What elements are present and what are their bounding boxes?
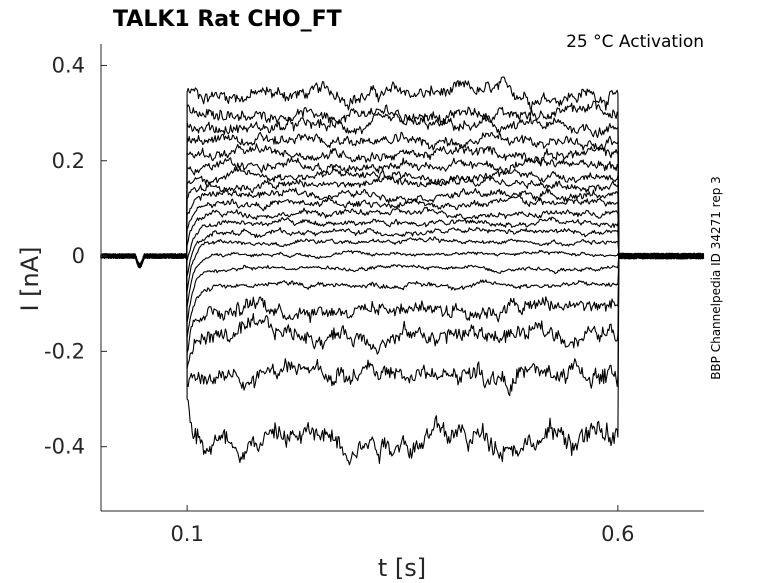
- condition-annotation: 25 °C Activation: [566, 32, 704, 52]
- y-ticks: 0.4 0.2 0 -0.2 -0.4: [44, 53, 107, 459]
- current-trace: [100, 206, 705, 269]
- chart-title: TALK1 Rat CHO_FT: [113, 7, 342, 32]
- current-trace: [100, 216, 705, 267]
- y-tick-label: -0.2: [44, 339, 85, 363]
- current-trace: [100, 249, 704, 308]
- current-trace: [100, 195, 705, 268]
- y-tick-label: 0.4: [52, 53, 85, 77]
- current-trace: [100, 76, 705, 267]
- current-trace: [100, 226, 705, 277]
- current-trace: [100, 252, 704, 354]
- current-trace: [100, 112, 704, 268]
- y-tick-label: 0: [72, 244, 85, 268]
- current-trace: [100, 187, 705, 267]
- current-trace: [100, 166, 705, 268]
- channelpedia-id-label: BBP Channelpedia ID 34271 rep 3: [709, 176, 723, 380]
- x-tick-label: 0.6: [601, 522, 634, 546]
- x-tick-label: 0.1: [170, 522, 203, 546]
- plot-area: [100, 76, 705, 466]
- y-tick-label: 0.2: [52, 149, 85, 173]
- x-ticks: 0.1 0.6: [170, 505, 635, 546]
- current-trace: [100, 252, 705, 323]
- current-trace: [100, 252, 705, 466]
- current-trace: [100, 143, 705, 266]
- current-trace: [100, 174, 705, 268]
- x-axis-label: t [s]: [378, 554, 426, 582]
- current-trace: [100, 100, 705, 267]
- y-tick-label: -0.4: [44, 435, 85, 459]
- current-trace: [100, 156, 705, 269]
- current-trace: [100, 252, 705, 339]
- current-trace: [100, 236, 705, 292]
- y-axis-label: I [nA]: [16, 246, 44, 311]
- current-traces: [100, 76, 705, 466]
- current-trace: [100, 252, 704, 397]
- current-trace: [100, 252, 705, 369]
